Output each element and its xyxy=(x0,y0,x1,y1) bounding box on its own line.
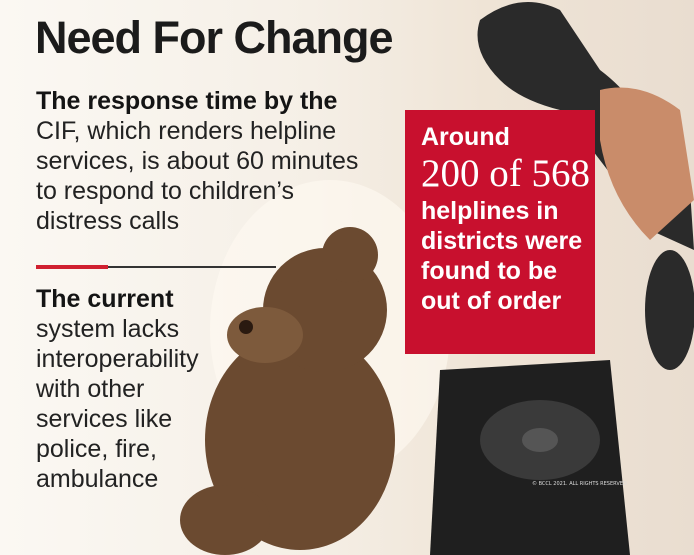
point-line: CIF, which renders helpline xyxy=(36,116,358,146)
point-line: services like xyxy=(36,404,199,434)
point-line: services, is about 60 minutes xyxy=(36,146,358,176)
point-line: ambulance xyxy=(36,464,199,494)
point-lead: The response time by the xyxy=(36,86,358,116)
infographic: Need For Change The response time by the… xyxy=(0,0,694,555)
point: The response time by the CIF, which rend… xyxy=(36,86,358,236)
callout-top: Around xyxy=(421,122,595,152)
callout-figure: 200 of 568 xyxy=(421,152,595,196)
point-line: with other xyxy=(36,374,199,404)
point-line: interoperability xyxy=(36,344,199,374)
callout-line: helplines in xyxy=(421,196,595,226)
callout-line: found to be xyxy=(421,256,595,286)
point-line: distress calls xyxy=(36,206,358,236)
credit: © BCCL 2021. ALL RIGHTS RESERVED xyxy=(532,481,627,487)
point-lead: The current xyxy=(36,284,199,314)
point: The current system lacks interoperabilit… xyxy=(36,284,199,494)
point-line: to respond to children’s xyxy=(36,176,358,206)
point-line: police, fire, xyxy=(36,434,199,464)
callout-line: out of order xyxy=(421,286,595,316)
point-line: system lacks xyxy=(36,314,199,344)
divider xyxy=(36,266,276,268)
title: Need For Change xyxy=(35,12,393,64)
callout-line: districts were xyxy=(421,226,595,256)
callout: Around 200 of 568 helplines in districts… xyxy=(405,110,595,354)
